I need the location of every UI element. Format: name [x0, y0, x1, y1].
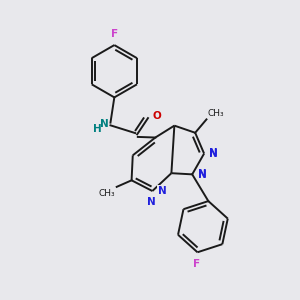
Text: N: N: [209, 148, 218, 158]
Text: N: N: [198, 170, 206, 180]
Text: CH₃: CH₃: [99, 189, 115, 198]
Text: N: N: [146, 197, 155, 207]
Text: N: N: [209, 148, 218, 159]
Text: N: N: [100, 119, 108, 129]
Text: O: O: [152, 111, 161, 121]
Text: H: H: [93, 124, 102, 134]
Text: N: N: [198, 169, 206, 179]
Text: F: F: [193, 259, 200, 269]
Text: CH₃: CH₃: [207, 109, 224, 118]
Text: N: N: [158, 186, 167, 196]
Text: F: F: [111, 28, 118, 38]
